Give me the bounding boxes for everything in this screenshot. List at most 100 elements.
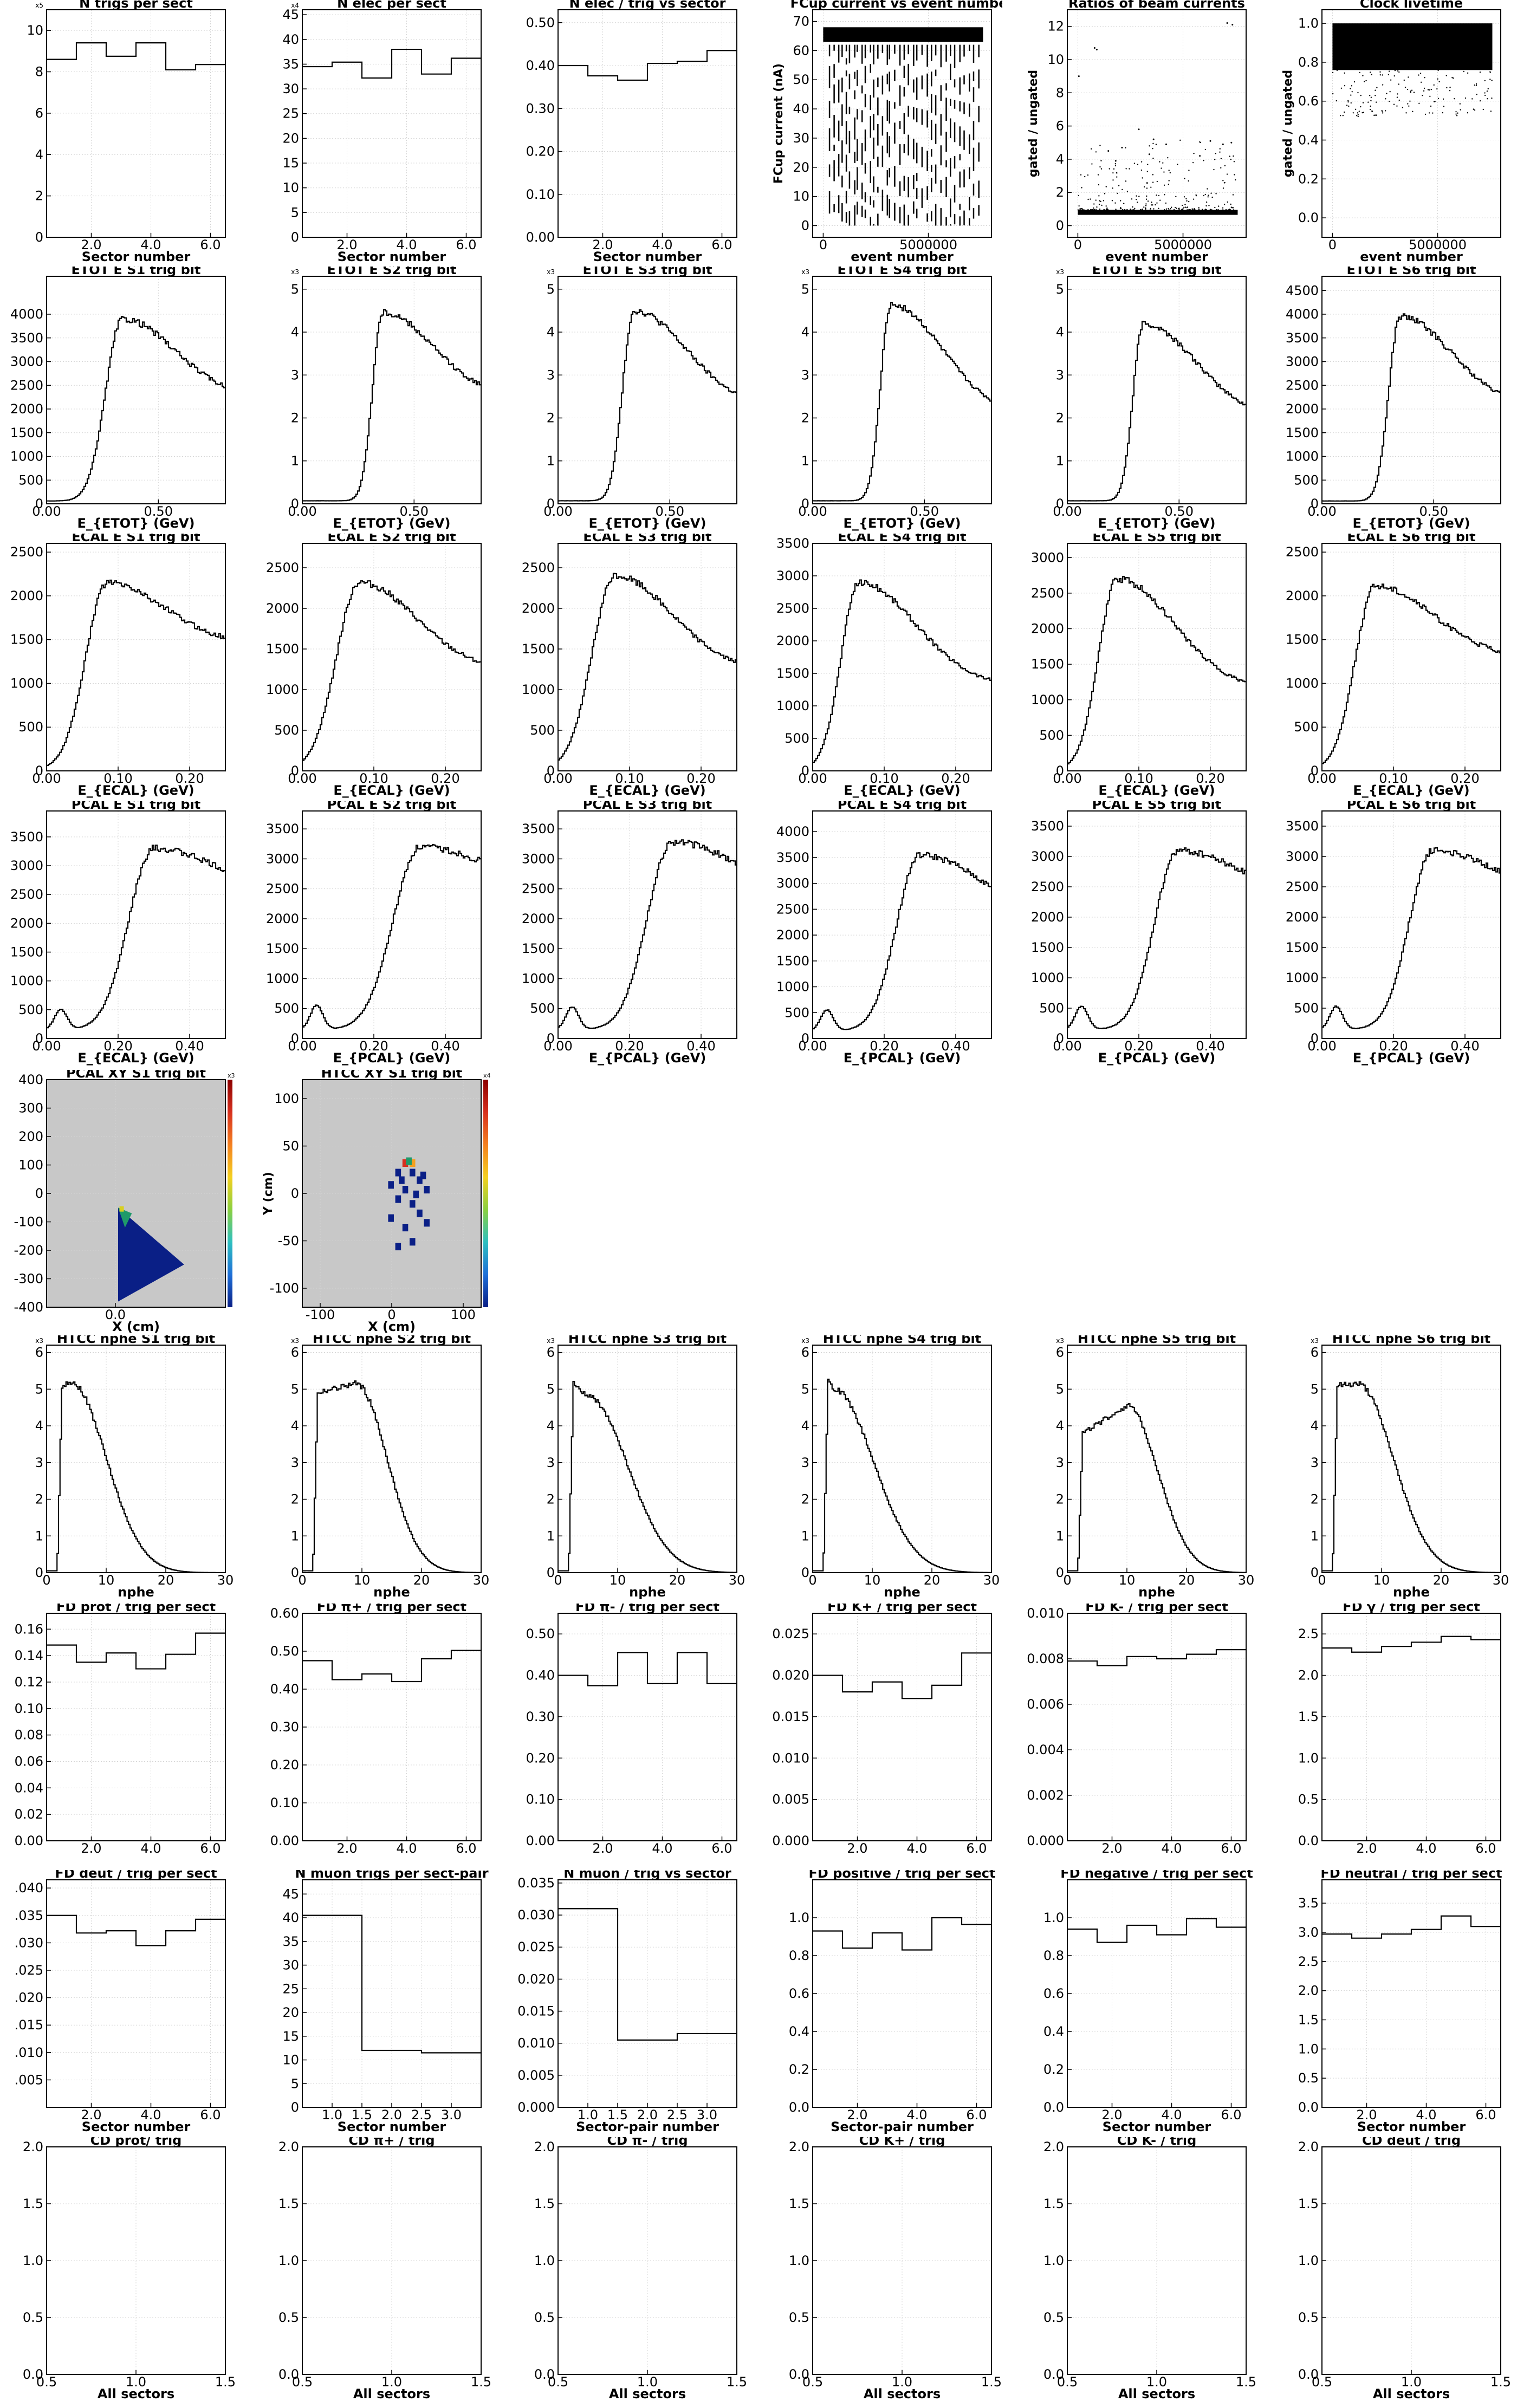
colorbar (228, 1080, 232, 1307)
y-tick-label: 0.020 (517, 1971, 555, 1987)
chart-panel: 2.0 4.0 6.0 0.000 0.002 0.004 0.006 0.008 0.010 F… (1027, 1604, 1247, 1856)
scatter-point (1093, 209, 1095, 210)
y-tick-label: 0.5 (23, 2310, 43, 2325)
chart-title: PCAL E S6 trig bit (1347, 801, 1476, 812)
y-tick-label: 0.40 (526, 58, 555, 73)
plot-area (1332, 23, 1493, 118)
scatter-point (1114, 160, 1117, 162)
y-tick-label: 0.010 (1027, 1606, 1064, 1621)
x-tick-label: 6.0 (456, 1841, 476, 1856)
y-tick-label: 1000 (1286, 970, 1319, 985)
y-tick-label: 1 (291, 453, 299, 469)
x-tick-label: 30 (473, 1573, 490, 1588)
chart-title: CD K- / trig (1117, 2137, 1197, 2148)
x-tick-label: 4.0 (140, 237, 161, 252)
x-axis-label: E_{ECAL} (GeV) (844, 783, 960, 798)
plot-frame (1067, 276, 1247, 504)
plot-area (1322, 1381, 1501, 1573)
plot-frame (1067, 543, 1247, 771)
scatter-point (1087, 174, 1089, 176)
x-tick-label: 0 (808, 1573, 816, 1588)
scatter-point (1388, 74, 1390, 76)
y-tick-label: 1 (801, 453, 809, 469)
scatter-point (1149, 209, 1151, 211)
y-tick-label: 3000 (1286, 849, 1319, 864)
scatter-point (1095, 49, 1098, 51)
x-axis-label: Sector number (338, 2119, 446, 2134)
y-tick-label: 3000 (522, 851, 555, 866)
y-tick-label: 0.4 (1298, 133, 1319, 148)
scatter-point (1351, 85, 1353, 87)
y-tick-label: 0 (801, 218, 809, 233)
chart-title: HTCC nphe S1 trig bit (57, 1335, 215, 1346)
scatter-point (1152, 174, 1154, 176)
y-tick-label: 2500 (10, 378, 43, 393)
scatter-point (1176, 207, 1177, 209)
plot-frame (812, 810, 992, 1039)
chart-title: ECAL E S2 trig bit (327, 534, 456, 544)
histogram-step (47, 42, 225, 70)
y-tick-label: 6 (1311, 1345, 1319, 1360)
x-tick-label: 1.5 (471, 2374, 491, 2390)
x-tick-label: 0.40 (686, 1039, 715, 1054)
y-tick-label: 0 (291, 763, 299, 778)
x-axis-label: All sectors (864, 2386, 941, 2401)
scatter-point (1226, 22, 1228, 24)
plot-frame (46, 1613, 226, 1841)
histogram-step (302, 1650, 481, 1683)
plot-area (1322, 1635, 1501, 1653)
y-tick-label: .015 (15, 2017, 43, 2033)
y-tick-label: 5 (547, 282, 555, 297)
x-tick-label: 2.0 (847, 1841, 867, 1856)
y-tick-label: 45 (282, 1886, 299, 1901)
scatter-point (1193, 209, 1195, 211)
scatter-point (1205, 205, 1207, 207)
y-tick-label: 4 (1056, 152, 1064, 167)
scatter-point (1340, 87, 1343, 89)
x-tick-label: 0 (298, 1573, 306, 1588)
y-tick-label: 6 (1056, 119, 1064, 134)
scatter-point (1388, 70, 1390, 72)
heatmap-cell (395, 1169, 401, 1177)
x-tick-label: 0 (819, 237, 827, 252)
y-tick-label: 1.0 (789, 2253, 809, 2268)
plot-area (813, 852, 991, 1030)
plot-area (1322, 583, 1501, 764)
scatter-point (1402, 107, 1404, 108)
histogram-step (1067, 1649, 1246, 1666)
plot-area (1067, 321, 1246, 502)
plot-area (302, 1380, 481, 1573)
histogram-step (813, 1378, 991, 1573)
x-tick-label: 0.50 (1165, 504, 1194, 519)
scatter-point (1357, 92, 1359, 94)
y-tick-label: 0 (547, 1031, 555, 1046)
scatter-point (1396, 96, 1398, 98)
plot-frame (812, 9, 992, 238)
histogram-step (813, 852, 991, 1030)
x-tick-label: 10 (1373, 1573, 1390, 1588)
scatter-point (1451, 77, 1453, 79)
y-tick-label: 1 (35, 1528, 43, 1543)
histogram-step (1322, 583, 1501, 764)
y-tick-label: 0.12 (15, 1674, 43, 1690)
chart-panel: 0.00 0.50 0 1 2 3 4 5 ETOT E S3 trig bit x3 E_{ETO… (543, 267, 737, 531)
scatter-point (1389, 91, 1391, 93)
scatter-point (1105, 205, 1107, 207)
scatter-point (1138, 196, 1140, 197)
chart-title: ECAL E S4 trig bit (838, 534, 966, 544)
scatter-point (1386, 93, 1388, 94)
y-tick-label: 50 (282, 1139, 299, 1154)
x-tick-label: 2.0 (1356, 1841, 1377, 1856)
scatter-point (1134, 207, 1136, 210)
y-tick-label: 0.00 (526, 1833, 555, 1848)
scatter-point (1112, 172, 1114, 174)
x-tick-label: 6.0 (1475, 2107, 1496, 2123)
histogram-step (558, 309, 737, 502)
y-tick-label: 0.00 (526, 230, 555, 245)
y-tick-label: 0 (1056, 763, 1064, 778)
scatter-point (1170, 208, 1171, 210)
scatter-point (1235, 179, 1236, 181)
y-tick-label: 0.00 (15, 1833, 43, 1848)
plot-area (558, 839, 737, 1029)
y-tick-label: 0.40 (526, 1668, 555, 1683)
